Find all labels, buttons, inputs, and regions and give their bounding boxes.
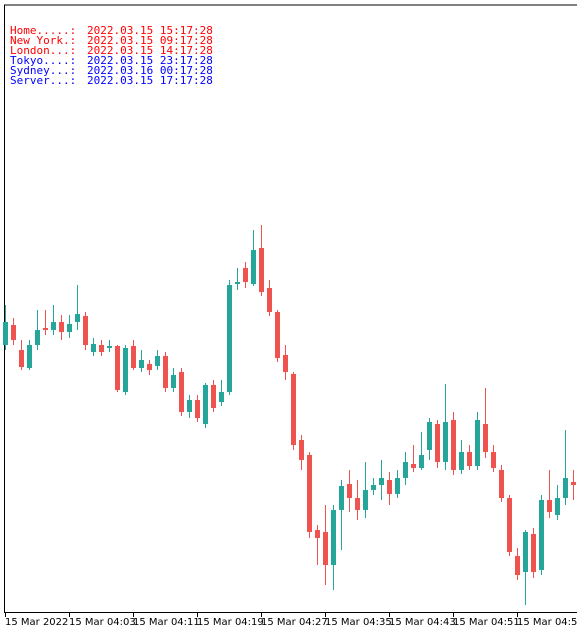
candle-body bbox=[387, 480, 392, 494]
candle-body bbox=[67, 324, 72, 332]
candle-body bbox=[43, 328, 48, 330]
clock-time: 2022.03.15 23:17:28 bbox=[87, 54, 213, 67]
candle-body bbox=[187, 400, 192, 412]
clock-label: New York.: bbox=[10, 34, 76, 47]
candle-body bbox=[299, 440, 304, 460]
candle-body bbox=[243, 268, 248, 282]
candle-body bbox=[171, 375, 176, 388]
candle-body bbox=[19, 350, 24, 367]
candle-body bbox=[363, 490, 368, 510]
candle-body bbox=[523, 532, 528, 572]
x-tick-label: 15 Mar 04:27 bbox=[261, 617, 328, 628]
candle-body bbox=[515, 556, 520, 575]
x-tick-label: 15 Mar 2022 bbox=[5, 617, 68, 628]
candle-body bbox=[35, 330, 40, 345]
candles bbox=[3, 225, 576, 605]
candle-body bbox=[107, 346, 112, 348]
candle-body bbox=[99, 345, 104, 352]
candle-body bbox=[179, 372, 184, 412]
x-tick-label: 15 Mar 04:35 bbox=[325, 617, 392, 628]
candle-body bbox=[147, 364, 152, 370]
clock-label: London...: bbox=[10, 44, 76, 57]
candle-body bbox=[371, 485, 376, 490]
clock-label: Home.....: bbox=[10, 24, 76, 37]
candle-body bbox=[507, 498, 512, 552]
candle-body bbox=[411, 464, 416, 468]
candle-body bbox=[163, 356, 168, 388]
candle-body bbox=[483, 424, 488, 452]
candle-body bbox=[91, 344, 96, 352]
candle-body bbox=[555, 498, 560, 515]
candle-body bbox=[355, 498, 360, 510]
x-tick-label: 15 Mar 04:03 bbox=[69, 617, 136, 628]
candle-body bbox=[259, 248, 264, 292]
candle-body bbox=[75, 314, 80, 322]
candle-body bbox=[323, 532, 328, 565]
candle-body bbox=[307, 455, 312, 532]
candle-body bbox=[27, 345, 32, 368]
candle-body bbox=[155, 356, 160, 366]
candle-body bbox=[459, 452, 464, 470]
x-tick-label: 15 Mar 04:43 bbox=[389, 617, 456, 628]
clock-label: Sydney...: bbox=[10, 64, 76, 77]
clock-time: 2022.03.15 15:17:28 bbox=[87, 24, 213, 37]
candle-body bbox=[195, 400, 200, 418]
candle-body bbox=[339, 486, 344, 510]
candle-body bbox=[347, 484, 352, 498]
clock-time: 2022.03.15 09:17:28 bbox=[87, 34, 213, 47]
clock-time: 2022.03.15 14:17:28 bbox=[87, 44, 213, 57]
candle-body bbox=[203, 385, 208, 424]
candle-body bbox=[499, 470, 504, 498]
candle-body bbox=[435, 424, 440, 462]
candle-body bbox=[571, 482, 576, 485]
x-tick-label: 15 Mar 04:51 bbox=[453, 617, 520, 628]
candle-body bbox=[51, 322, 56, 330]
candle-body bbox=[11, 325, 16, 340]
candle-body bbox=[539, 500, 544, 570]
clock-label: Server...: bbox=[10, 74, 76, 87]
candle-body bbox=[315, 530, 320, 538]
candle-body bbox=[467, 452, 472, 466]
candle-body bbox=[275, 312, 280, 358]
candle-body bbox=[427, 422, 432, 450]
candle-body bbox=[475, 420, 480, 466]
candle-body bbox=[219, 392, 224, 402]
clock-time: 2022.03.16 00:17:28 bbox=[87, 64, 213, 77]
candle-body bbox=[59, 322, 64, 332]
candle-body bbox=[227, 285, 232, 392]
candle-body bbox=[395, 478, 400, 494]
candle-body bbox=[451, 420, 456, 470]
candle-body bbox=[491, 452, 496, 468]
x-tick-label: 15 Mar 04:19 bbox=[197, 617, 264, 628]
candle-body bbox=[267, 288, 272, 312]
candle-body bbox=[283, 355, 288, 372]
candle-body bbox=[83, 316, 88, 345]
candle-body bbox=[251, 250, 256, 284]
candle-body bbox=[123, 348, 128, 392]
candle-body bbox=[403, 462, 408, 478]
candle-body bbox=[331, 510, 336, 565]
candle-body bbox=[211, 385, 216, 408]
clock-panel: Home.....: 2022.03.15 15:17:28 New York.: 2… bbox=[10, 24, 213, 87]
x-tick-label: 15 Mar 04:59 bbox=[517, 617, 577, 628]
candle-body bbox=[443, 422, 448, 462]
clock-label: Tokyo....: bbox=[10, 54, 76, 67]
clock-time: 2022.03.15 17:17:28 bbox=[87, 74, 213, 87]
candle-body bbox=[419, 455, 424, 468]
candle-body bbox=[131, 346, 136, 368]
candle-body bbox=[379, 478, 384, 485]
candle-body bbox=[291, 374, 296, 445]
candle-body bbox=[531, 534, 536, 572]
candle-body bbox=[235, 282, 240, 284]
x-tick-label: 15 Mar 04:11 bbox=[133, 617, 200, 628]
candle-body bbox=[115, 346, 120, 390]
candle-body bbox=[139, 360, 144, 368]
candle-body bbox=[563, 478, 568, 498]
candle-body bbox=[3, 322, 8, 345]
candle-body bbox=[547, 500, 552, 512]
